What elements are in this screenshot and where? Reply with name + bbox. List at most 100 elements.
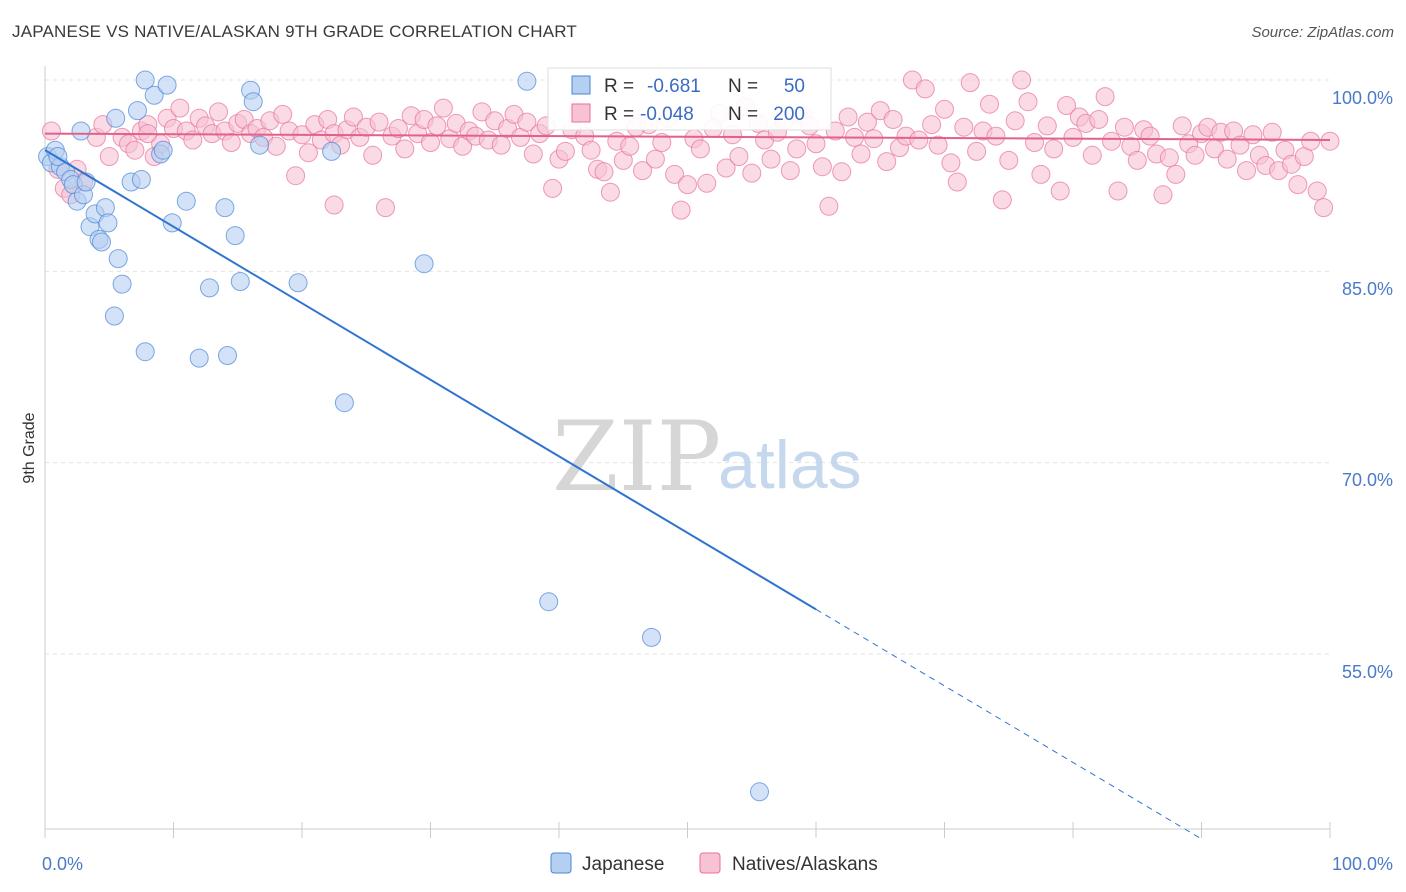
natives-point: [980, 94, 999, 114]
natives-point: [369, 112, 389, 132]
bottom-legend-label: Natives/Alaskans: [732, 854, 878, 875]
japanese-point: [750, 782, 769, 802]
natives-point: [376, 198, 395, 218]
natives-point: [999, 150, 1019, 170]
natives-point: [928, 135, 948, 155]
natives-point: [1044, 139, 1064, 159]
natives-point: [421, 133, 440, 152]
legend-r-value: -0.048: [640, 104, 694, 125]
natives-point: [1057, 96, 1077, 115]
japanese-point: [71, 121, 91, 141]
watermark-zip: ZIP: [552, 401, 721, 513]
japanese-point: [135, 342, 155, 362]
natives-point: [600, 182, 620, 202]
natives-point: [491, 135, 511, 155]
natives-point: [41, 121, 61, 141]
natives-point: [877, 152, 897, 172]
natives-point: [1025, 133, 1044, 152]
legend-swatch-japanese: [571, 75, 591, 95]
natives-point: [1005, 111, 1025, 131]
japanese-point: [189, 348, 209, 368]
japanese-point: [414, 254, 434, 274]
japanese-point: [218, 346, 237, 365]
natives-point: [363, 145, 383, 165]
bottom-legend-label: Japanese: [582, 854, 664, 875]
natives-point: [1172, 116, 1192, 136]
natives-point: [633, 161, 652, 181]
natives-point: [915, 79, 935, 99]
natives-point: [690, 139, 710, 159]
y-tick-label: 55.0%: [1342, 662, 1393, 682]
natives-point: [209, 102, 228, 122]
natives-point: [1262, 122, 1282, 142]
natives-point: [395, 139, 415, 159]
japanese-point: [104, 306, 124, 326]
legend-n-value: 200: [773, 104, 805, 125]
y-tick-label: 70.0%: [1342, 470, 1393, 490]
japanese-point: [243, 92, 263, 112]
natives-point: [1050, 181, 1070, 201]
natives-point: [780, 161, 800, 181]
natives-point: [941, 153, 961, 173]
natives-point: [1082, 145, 1102, 165]
japanese-point: [128, 101, 147, 121]
natives-point: [716, 158, 736, 178]
bottom-legend-swatch-japanese: [550, 852, 572, 874]
natives-point: [1037, 116, 1057, 136]
legend-r-label: R =: [604, 76, 634, 97]
natives-point: [652, 133, 672, 152]
natives-point: [838, 107, 858, 127]
legend-n-label: N =: [728, 104, 758, 125]
natives-point: [1237, 161, 1256, 181]
natives-point: [671, 200, 691, 220]
natives-point: [665, 164, 685, 184]
japanese-point: [98, 213, 118, 233]
natives-point: [967, 141, 987, 161]
japanese-point: [48, 147, 68, 166]
natives-point: [851, 144, 871, 164]
japanese-point: [144, 85, 164, 105]
x-axis-ticks: [44, 822, 1331, 838]
natives-point: [992, 190, 1012, 210]
japanese-trend-extension: [815, 608, 1202, 840]
natives-point: [729, 147, 749, 166]
japanese-point: [225, 226, 245, 246]
trend-lines: [44, 132, 1331, 840]
natives-point: [170, 98, 190, 118]
natives-point: [986, 126, 1006, 146]
natives-point: [266, 136, 286, 156]
natives-point: [922, 115, 942, 135]
natives-point: [1230, 135, 1250, 155]
natives-point: [581, 140, 601, 160]
natives-point: [433, 98, 453, 118]
natives-point: [883, 110, 903, 129]
natives-point: [273, 104, 293, 124]
natives-point: [787, 139, 807, 159]
natives-point: [1217, 149, 1237, 169]
natives-point: [1153, 185, 1173, 205]
natives-point: [555, 141, 575, 161]
natives-point: [1243, 125, 1263, 145]
x-tick-label: 0.0%: [42, 854, 83, 874]
natives-point: [1063, 127, 1083, 147]
natives-point: [742, 163, 762, 183]
chart-title: JAPANESE VS NATIVE/ALASKAN 9TH GRADE COR…: [12, 22, 578, 41]
natives-point: [1314, 198, 1334, 218]
legend-n-label: N =: [728, 76, 758, 97]
natives-point: [1031, 164, 1051, 184]
y-tick-label: 85.0%: [1342, 279, 1393, 299]
natives-point: [832, 162, 852, 182]
japanese-point: [230, 272, 250, 291]
natives-point: [1185, 145, 1205, 165]
natives-point: [909, 130, 929, 150]
natives-point: [812, 157, 832, 177]
japanese-point: [135, 70, 155, 90]
legend-r-label: R =: [604, 104, 634, 125]
natives-point: [1320, 131, 1340, 151]
natives-point: [183, 130, 203, 150]
natives-point: [298, 143, 318, 163]
natives-point: [1018, 92, 1038, 112]
japanese-point: [200, 278, 219, 298]
natives-point: [125, 140, 145, 160]
